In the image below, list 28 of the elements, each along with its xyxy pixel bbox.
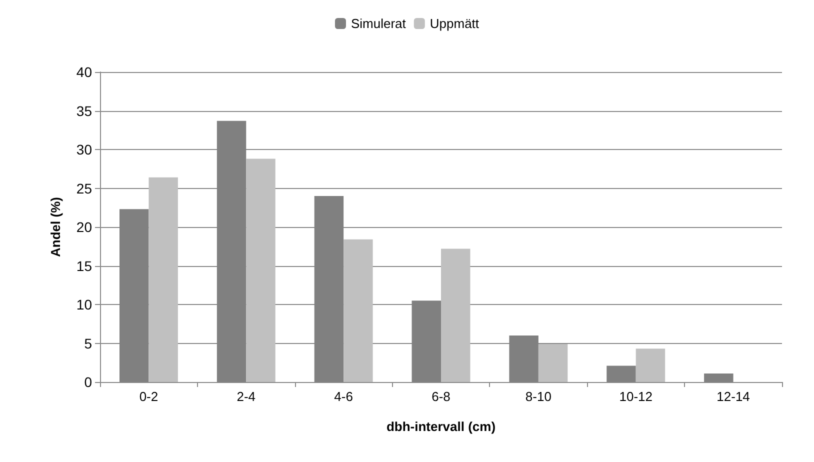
y-axis-title: Andel (%): [48, 197, 63, 257]
y-tick-label: 5: [84, 335, 92, 352]
y-tick-label: 0: [84, 374, 92, 390]
y-tick-label: 40: [76, 64, 92, 80]
x-tick-label: 12-14: [716, 389, 750, 404]
x-tick-label: 2-4: [236, 389, 256, 404]
bar: [606, 366, 636, 382]
bar: [148, 177, 178, 382]
x-tick-label: 4-6: [334, 389, 353, 404]
x-tick-label: 8-10: [525, 389, 552, 404]
y-tick-label: 20: [76, 219, 92, 235]
bar: [538, 344, 568, 382]
x-tick-label: 6-8: [432, 389, 450, 404]
y-tick-label: 25: [76, 180, 92, 196]
y-tick-label: 10: [76, 296, 92, 312]
x-tick-label: 10-12: [619, 389, 652, 404]
bar: [246, 158, 276, 382]
bar: [704, 373, 734, 382]
bar: [344, 239, 373, 382]
legend-label: Simulerat: [350, 16, 406, 31]
bar: [636, 348, 666, 382]
x-axis-title: dbh-intervall (cm): [386, 419, 496, 434]
x-tick-label: 0-2: [139, 389, 158, 404]
legend-label: Uppmätt: [430, 16, 480, 31]
y-tick-label: 30: [76, 142, 92, 158]
y-tick-label: 15: [76, 258, 92, 274]
bar: [441, 248, 470, 382]
y-tick-label: 35: [76, 102, 92, 119]
